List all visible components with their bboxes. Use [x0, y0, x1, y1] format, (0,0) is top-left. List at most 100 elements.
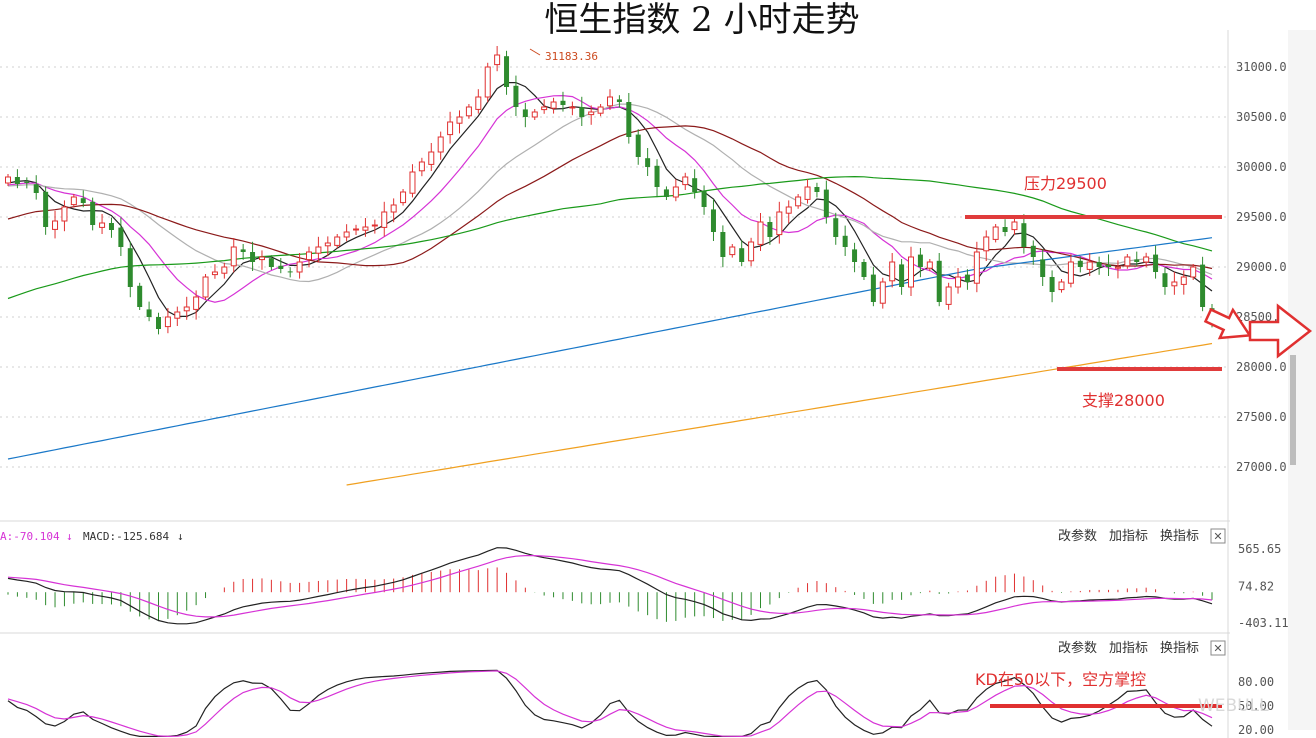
candle-down — [870, 274, 876, 302]
macd-value-readout: MACD:-125.684 — [83, 530, 169, 543]
candle-up — [757, 221, 764, 245]
ma-line-120 — [7, 237, 1213, 460]
candle-down — [692, 178, 698, 192]
candle-down — [33, 184, 39, 193]
candle-up — [569, 106, 576, 109]
kd-add-indicator-button[interactable]: 加指标 — [1109, 641, 1148, 656]
candle-down — [108, 223, 114, 230]
candle-down — [513, 85, 519, 107]
candle-down — [814, 187, 820, 192]
candle-up — [306, 251, 312, 261]
candle-up — [61, 206, 68, 222]
candle-down — [654, 165, 660, 187]
candle-up — [418, 161, 425, 172]
macd-add-indicator-button[interactable]: 加指标 — [1109, 529, 1148, 544]
price-tick-label: 28500.0 — [1236, 310, 1287, 324]
candle-up — [531, 111, 538, 118]
resistance-label: 压力29500 — [1024, 174, 1107, 193]
candle-up — [324, 242, 331, 247]
candle-down — [146, 309, 152, 317]
macd-swap-indicator-button[interactable]: 换指标 — [1160, 529, 1199, 544]
candle-up — [258, 256, 265, 261]
candle-down — [1106, 264, 1112, 267]
macd-change-params-button[interactable]: 改参数 — [1058, 528, 1097, 544]
candle-down — [24, 181, 30, 183]
candle-down — [842, 235, 848, 247]
macd-value-down-arrow-icon: ↓ — [177, 530, 184, 543]
candle-down — [616, 99, 622, 102]
candle-down — [861, 262, 867, 277]
kd-tick-label: 20.00 — [1238, 723, 1274, 737]
candle-up — [607, 96, 613, 107]
candle-up — [795, 196, 802, 207]
candle-down — [1134, 259, 1140, 262]
kd-close-button[interactable] — [1210, 640, 1226, 656]
candle-up — [409, 171, 416, 194]
moving-average-lines — [7, 81, 1213, 486]
candle-down — [767, 222, 773, 237]
macd-dea-readout: A:-70.104 — [0, 530, 60, 543]
candle-down — [899, 264, 905, 287]
kd-close-icon: ✕ — [1213, 642, 1222, 655]
candle-up — [52, 220, 59, 230]
ma-line-60 — [7, 175, 1213, 300]
candle-up — [183, 306, 190, 312]
support-label: 支撑28000 — [1082, 391, 1165, 410]
candle-down — [645, 158, 651, 167]
candle-down — [1162, 273, 1168, 287]
candle-up — [99, 222, 106, 228]
candle-down — [1040, 259, 1046, 277]
price-tick-label: 30500.0 — [1236, 110, 1287, 124]
candle-up — [1143, 256, 1150, 263]
candle-up — [230, 246, 237, 267]
ma-line-30 — [7, 125, 1213, 270]
candle-down — [1153, 254, 1159, 272]
candle-up — [465, 106, 472, 117]
candle-up — [334, 236, 341, 246]
candle-up — [1124, 256, 1131, 267]
price-tick-label: 31000.0 — [1236, 60, 1287, 74]
candle-up — [362, 226, 369, 231]
price-tick-label: 27500.0 — [1236, 410, 1287, 424]
arrow-right-icon — [1248, 303, 1313, 359]
candle-up — [597, 106, 604, 114]
candle-down — [917, 254, 923, 267]
peak-pointer — [529, 48, 541, 56]
candle-down — [720, 232, 726, 257]
candle-down — [1049, 277, 1055, 292]
candle-up — [475, 96, 482, 110]
candle-down — [80, 198, 86, 203]
price-tick-label: 30000.0 — [1236, 160, 1287, 174]
candle-up — [428, 151, 435, 165]
macd-close-icon: ✕ — [1213, 530, 1222, 543]
candle-down — [90, 201, 96, 225]
candle-up — [1114, 266, 1121, 269]
candle-down — [635, 134, 641, 157]
candle-up — [955, 276, 962, 288]
macd-tick-label: 565.65 — [1238, 542, 1281, 556]
candle-down — [701, 190, 707, 207]
macd-tick-label: 74.82 — [1238, 579, 1274, 593]
macd-close-button[interactable] — [1210, 528, 1226, 544]
candle-down — [663, 189, 669, 197]
candle-up — [296, 261, 303, 273]
chart-title: 恒生指数 2 小时走势 — [544, 0, 859, 40]
ma-line-10 — [7, 94, 1213, 303]
candle-up — [1058, 281, 1065, 291]
kd-swap-indicator-button[interactable]: 换指标 — [1160, 641, 1199, 656]
kd-change-params-button[interactable]: 改参数 — [1058, 640, 1097, 656]
candle-up — [164, 316, 171, 328]
candle-up — [371, 224, 378, 227]
candle-up — [550, 101, 557, 109]
kd-tick-label: 80.00 — [1238, 675, 1274, 689]
candle-up — [381, 211, 388, 228]
candle-down — [268, 258, 274, 267]
candle-down — [833, 218, 839, 237]
candle-down — [250, 252, 256, 262]
arrow-down-right-icon — [1203, 307, 1252, 340]
candle-up — [202, 276, 209, 298]
candle-down — [579, 107, 585, 117]
scroll-handle[interactable] — [1290, 355, 1296, 465]
candle-up — [804, 186, 811, 200]
candle-up — [541, 106, 548, 111]
